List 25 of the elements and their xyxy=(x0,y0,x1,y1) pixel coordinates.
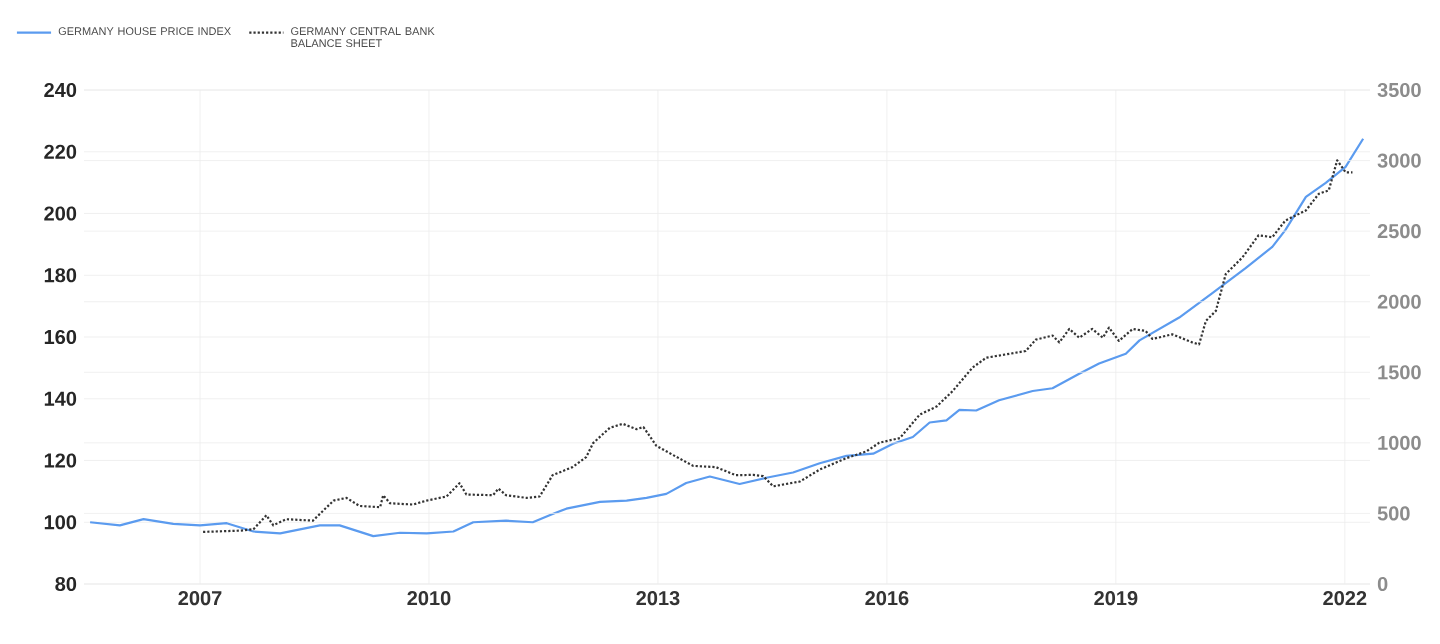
line-series xyxy=(89,137,1365,538)
y-tick-label: 160 xyxy=(44,329,77,345)
y-tick-label: 100 xyxy=(44,515,77,530)
y2-tick-label: 2000 xyxy=(1377,294,1421,309)
x-tick-label: 2010 xyxy=(407,591,451,606)
y-tick-label: 120 xyxy=(44,453,77,468)
x-tick-label: 2013 xyxy=(636,591,680,606)
y-tick-label: 140 xyxy=(44,391,77,406)
y-tick-label: 80 xyxy=(55,576,77,592)
y2-tick-label: 1500 xyxy=(1378,365,1421,380)
line-series xyxy=(201,159,1354,534)
x-tick-label: 2022 xyxy=(1323,591,1367,606)
y2-tick-label: 1000 xyxy=(1378,435,1421,450)
y2-tick-label: 3000 xyxy=(1377,153,1421,168)
y2-tick-label: 500 xyxy=(1377,506,1410,521)
x-tick-label: 2016 xyxy=(865,591,909,606)
y-tick-label: 180 xyxy=(44,268,77,283)
x-tick-label: 2019 xyxy=(1094,591,1138,606)
y2-tick-label: 2500 xyxy=(1377,224,1421,239)
y2-tick-label: 3500 xyxy=(1377,82,1421,98)
y2-tick-label: 0 xyxy=(1377,576,1388,592)
y-tick-label: 240 xyxy=(44,82,77,98)
y-tick-label: 220 xyxy=(44,144,77,159)
x-tick-label: 2007 xyxy=(178,591,222,606)
y-tick-label: 200 xyxy=(44,206,77,221)
